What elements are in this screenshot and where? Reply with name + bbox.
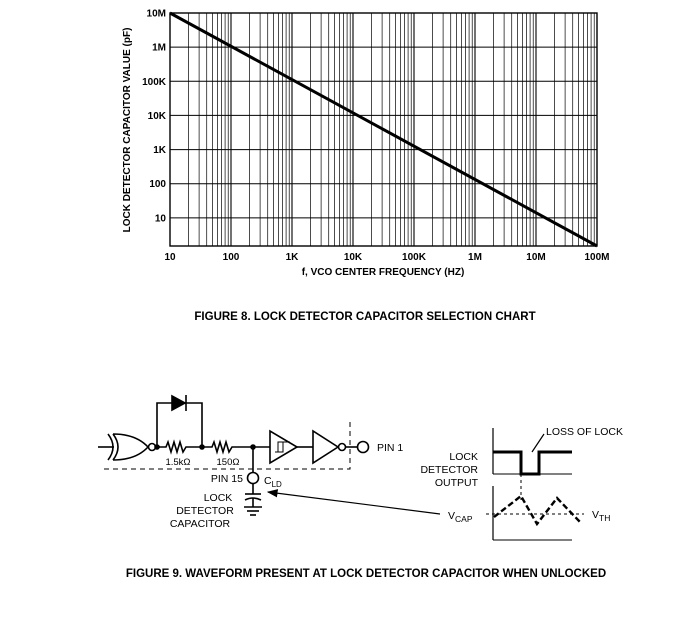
inverter-bubble bbox=[337, 442, 347, 452]
figure-9-caption: FIGURE 9. WAVEFORM PRESENT AT LOCK DETEC… bbox=[126, 568, 606, 580]
vth-main: V bbox=[592, 509, 599, 521]
cld-label: CLD bbox=[264, 475, 282, 489]
resistor-1-5k bbox=[157, 439, 202, 455]
series-line bbox=[169, 11, 598, 248]
x-tick-label: 1K bbox=[286, 252, 300, 263]
diode-symbol bbox=[171, 394, 187, 412]
resistor-150-label: 150Ω bbox=[217, 457, 240, 468]
x-axis-label: f, VCO CENTER FREQUENCY (HZ) bbox=[302, 267, 465, 278]
y-tick-label: 100K bbox=[142, 77, 167, 88]
output-label-line-1: LOCK bbox=[449, 451, 478, 463]
y-tick-labels: 10 100 1K 10K 100K 1M 10M bbox=[142, 9, 167, 225]
cld-main: C bbox=[264, 475, 272, 487]
capacitor-label-line-3: CAPACITOR bbox=[170, 518, 231, 530]
y-tick-label: 1M bbox=[152, 43, 166, 54]
output-label-line-3: OUTPUT bbox=[435, 477, 479, 489]
lock-detector-schematic bbox=[98, 394, 441, 516]
y-tick-label: 100 bbox=[149, 179, 166, 190]
pin15-terminal bbox=[246, 471, 260, 485]
y-tick-label: 10M bbox=[147, 9, 166, 20]
loss-of-lock-label: LOSS OF LOCK bbox=[546, 426, 623, 438]
x-tick-label: 1M bbox=[468, 252, 482, 263]
vcap-label: VCAP bbox=[448, 510, 473, 524]
capacitor-selection-chart: 10 100 1K 10K 100K 1M 10M 100M 10 100 1K 10K 100K 1M… bbox=[122, 9, 610, 279]
y-tick-label: 10 bbox=[155, 213, 167, 224]
vcap-main: V bbox=[448, 510, 455, 522]
resistor-1-5k-label: 1.5kΩ bbox=[165, 457, 190, 468]
chart-grid bbox=[170, 13, 597, 246]
pin1-terminal bbox=[356, 440, 370, 454]
inverter bbox=[312, 429, 340, 465]
vth-label: VTH bbox=[592, 509, 610, 523]
x-tick-label: 10 bbox=[164, 252, 176, 263]
y-tick-label: 10K bbox=[148, 111, 167, 122]
vcap-subscript: CAP bbox=[455, 514, 473, 524]
schmitt-buffer bbox=[269, 429, 299, 465]
vth-subscript: TH bbox=[599, 513, 610, 523]
figure-8-caption: FIGURE 8. LOCK DETECTOR CAPACITOR SELECT… bbox=[194, 311, 535, 323]
series-layer bbox=[169, 11, 598, 248]
x-tick-label: 100 bbox=[223, 252, 240, 263]
x-tick-labels: 10 100 1K 10K 100K 1M 10M 100M bbox=[164, 252, 609, 263]
y-tick-label: 1K bbox=[153, 145, 167, 156]
x-tick-label: 100K bbox=[402, 252, 427, 263]
resistor-150 bbox=[202, 439, 270, 455]
output-waveform bbox=[493, 450, 572, 476]
ic-boundary-dashed bbox=[104, 420, 351, 470]
output-label-line-2: DETECTOR bbox=[420, 464, 478, 476]
y-axis-label: LOCK DETECTOR CAPACITOR VALUE (pF) bbox=[122, 28, 133, 233]
diode-loop-wire bbox=[156, 402, 203, 447]
vcap-pointer-arrow bbox=[266, 489, 441, 515]
x-tick-label: 10M bbox=[526, 252, 545, 263]
pin1-label: PIN 1 bbox=[377, 442, 403, 454]
plot-frame bbox=[169, 12, 598, 247]
x-tick-label: 10K bbox=[344, 252, 363, 263]
hysteresis-mark bbox=[275, 441, 290, 453]
loss-of-lock-leader bbox=[531, 433, 545, 453]
vcap-waveform bbox=[493, 494, 581, 527]
cld-subscript: LD bbox=[272, 480, 282, 489]
waveform-diagram bbox=[486, 428, 584, 541]
capacitor-label-line-2: DETECTOR bbox=[176, 505, 234, 517]
x-tick-label: 100M bbox=[584, 252, 609, 263]
capacitor-label-line-1: LOCK bbox=[204, 492, 233, 504]
pin15-label: PIN 15 bbox=[211, 473, 243, 485]
